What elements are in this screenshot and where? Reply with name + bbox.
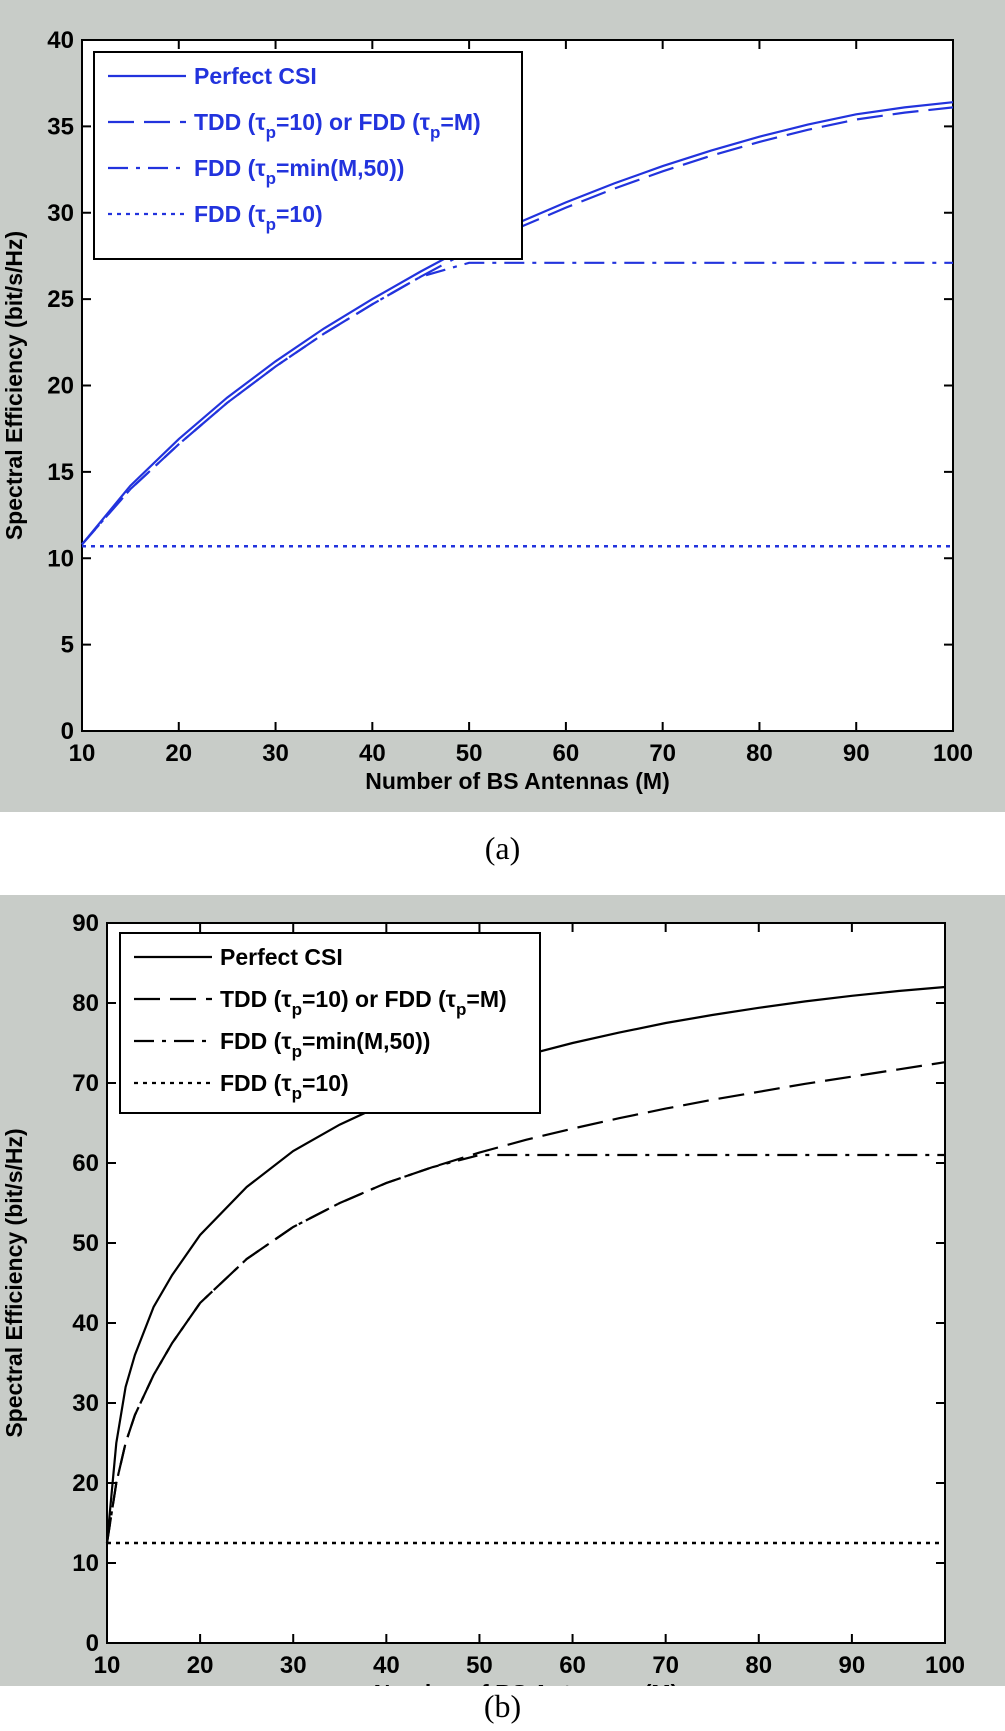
y-tick-label: 25 — [47, 286, 74, 313]
chart-a: 10 20 30 40 50 60 70 80 90 1000510152025303540Num… — [1, 27, 973, 794]
legend-subscript: p — [292, 1042, 302, 1061]
legend-text-part: TDD (τ — [220, 986, 292, 1012]
legend-label: FDD (τp=10) — [194, 201, 323, 234]
x-tick-label: 70 — [652, 1652, 679, 1679]
y-tick-label: 30 — [47, 200, 74, 227]
y-tick-label: 20 — [47, 373, 74, 400]
y-tick-label: 35 — [47, 113, 74, 140]
y-tick-label: 80 — [72, 990, 99, 1017]
legend-subscript: p — [266, 123, 276, 142]
legend-label: FDD (τp=min(M,50)) — [220, 1028, 430, 1061]
y-tick-label: 10 — [72, 1550, 99, 1577]
legend-subscript: p — [456, 1000, 466, 1019]
legend-label: FDD (τp=10) — [220, 1070, 349, 1103]
chart-b: 10 20 30 40 50 60 70 80 90 1000102030405060708090… — [1, 910, 965, 1686]
legend-text-part: FDD (τ — [194, 155, 266, 181]
legend-subscript: p — [430, 123, 440, 142]
x-tick-label: 60 — [553, 740, 580, 767]
legend-label: FDD (τp=min(M,50)) — [194, 155, 404, 188]
x-tick-label: 10 — [94, 1652, 121, 1679]
legend-text-part: =10) — [276, 201, 323, 227]
legend-label: Perfect CSI — [194, 63, 317, 89]
legend-text-part: FDD (τ — [220, 1028, 292, 1054]
legend-text-part: =10) or FDD (τ — [302, 986, 456, 1012]
x-tick-label: 80 — [745, 1652, 772, 1679]
legend-subscript: p — [292, 1084, 302, 1103]
series-line-3 — [105, 1153, 945, 1544]
x-axis-label: Number of BS Antennas (M) — [365, 768, 670, 794]
figure-b: 10 20 30 40 50 60 70 80 90 100 0 10 20 30 40 50 60 70 80 90… — [0, 895, 1005, 1686]
y-tick-label: 0 — [61, 718, 74, 745]
x-tick-label: 60 — [559, 1652, 586, 1679]
x-tick-label: 100 — [925, 1652, 965, 1679]
y-axis-label: Spectral Efficiency (bit/s/Hz) — [1, 1128, 27, 1437]
legend-text-part: =M) — [440, 109, 480, 135]
legend-text-part: =min(M,50)) — [276, 155, 404, 181]
legend-text-part: FDD (τ — [220, 1070, 292, 1096]
x-tick-label: 90 — [839, 1652, 866, 1679]
x-tick-label: 40 — [373, 1652, 400, 1679]
legend-text-part: =min(M,50)) — [302, 1028, 430, 1054]
y-axis-label: Spectral Efficiency (bit/s/Hz) — [1, 231, 27, 540]
x-axis-label: Number of BS Antennas (M) — [374, 1680, 679, 1686]
y-tick-label: 60 — [72, 1150, 99, 1177]
y-tick-label: 90 — [72, 910, 99, 937]
legend-subscript: p — [266, 215, 276, 234]
x-tick-label: 50 — [456, 740, 483, 767]
y-tick-label: 70 — [72, 1070, 99, 1097]
legend-text-part: Perfect CSI — [194, 63, 317, 89]
x-tick-label: 50 — [466, 1652, 493, 1679]
x-tick-label: 20 — [187, 1652, 214, 1679]
legend-text-part: TDD (τ — [194, 109, 266, 135]
figure-a: 10 20 30 40 50 60 70 80 90 100 0 5 10 15 20 25 30 35 40 Num… — [0, 0, 1005, 812]
x-tick-label: 20 — [165, 740, 192, 767]
legend-label: TDD (τp=10) or FDD (τp=M) — [194, 109, 481, 142]
legend-text-part: FDD (τ — [194, 201, 266, 227]
legend-subscript: p — [266, 169, 276, 188]
caption-a: (a) — [484, 830, 521, 866]
legend-label: TDD (τp=10) or FDD (τp=M) — [220, 986, 507, 1019]
legend-subscript: p — [292, 1000, 302, 1019]
y-tick-label: 30 — [72, 1390, 99, 1417]
legend-text-part: =10) — [302, 1070, 349, 1096]
x-tick-label: 80 — [746, 740, 773, 767]
y-tick-label: 20 — [72, 1470, 99, 1497]
legend-label: Perfect CSI — [220, 944, 343, 970]
y-tick-label: 5 — [61, 632, 74, 659]
x-tick-label: 100 — [933, 740, 973, 767]
y-tick-label: 40 — [72, 1310, 99, 1337]
legend-text-part: Perfect CSI — [220, 944, 343, 970]
legend-text-part: =10) or FDD (τ — [276, 109, 430, 135]
y-tick-label: 10 — [47, 545, 74, 572]
x-tick-label: 90 — [843, 740, 870, 767]
x-tick-label: 10 — [69, 740, 96, 767]
y-tick-label: 15 — [47, 459, 74, 486]
legend-box — [93, 51, 523, 260]
x-tick-label: 30 — [262, 740, 289, 767]
x-tick-label: 70 — [649, 740, 676, 767]
series-line-3 — [81, 261, 953, 546]
x-tick-label: 40 — [359, 740, 386, 767]
caption-b: (b) — [483, 1688, 522, 1724]
y-tick-label: 0 — [86, 1630, 99, 1657]
y-tick-label: 40 — [47, 27, 74, 54]
y-tick-label: 50 — [72, 1230, 99, 1257]
x-tick-label: 30 — [280, 1652, 307, 1679]
legend-text-part: =M) — [466, 986, 506, 1012]
